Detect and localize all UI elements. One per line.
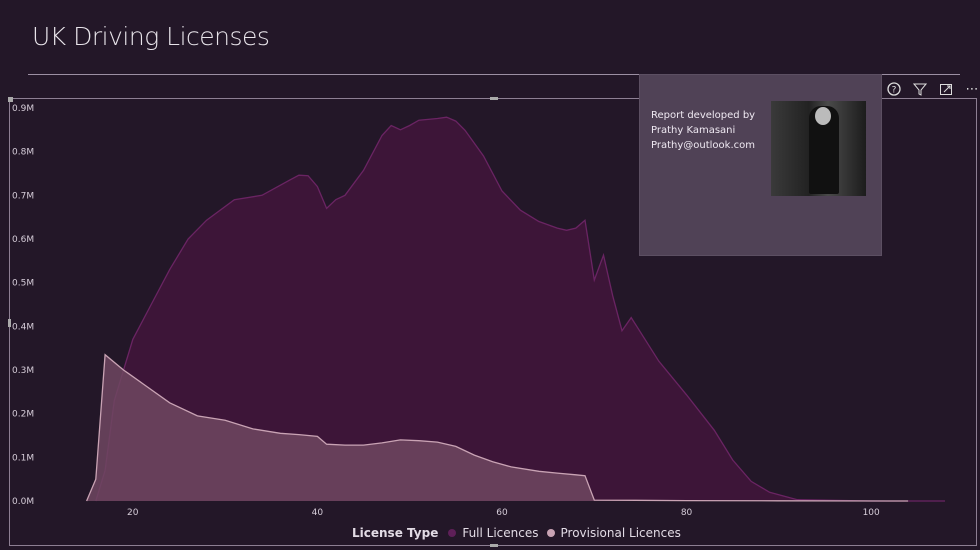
legend: License Type Full Licences Provisional L… — [352, 526, 681, 540]
page-title: UK Driving Licenses — [32, 22, 270, 51]
title-divider — [28, 74, 960, 75]
y-tick-label: 0.3M — [12, 366, 34, 376]
legend-title: License Type — [352, 526, 439, 540]
chart-visual[interactable] — [8, 97, 977, 547]
legend-marker-full — [448, 529, 457, 537]
legend-item-provisional[interactable]: Provisional Licences — [560, 526, 681, 540]
area-full-licences — [95, 117, 946, 501]
y-tick-label: 0.4M — [12, 322, 34, 332]
resize-handle[interactable] — [8, 319, 11, 327]
focus-mode-icon[interactable] — [938, 82, 954, 96]
x-tick-label: 100 — [863, 508, 880, 518]
legend-marker-provisional — [546, 529, 555, 537]
visual-header: ? ⋯ — [886, 81, 980, 97]
more-options-icon[interactable]: ⋯ — [965, 81, 979, 97]
line-provisional-licences — [86, 353, 909, 502]
x-tick-label: 60 — [496, 508, 508, 518]
svg-text:?: ? — [892, 86, 897, 96]
resize-handle[interactable] — [8, 97, 13, 102]
area-provisional-licences — [86, 354, 909, 501]
y-tick-label: 0.2M — [12, 410, 34, 420]
x-tick-label: 40 — [312, 508, 324, 518]
x-tick-label: 20 — [127, 508, 139, 518]
tooltip-email: Prathy@outlook.com — [651, 140, 755, 151]
y-tick-label: 0.6M — [12, 235, 34, 245]
resize-handle[interactable] — [490, 544, 498, 547]
y-tick-label: 0.7M — [12, 191, 34, 201]
legend-item-full[interactable]: Full Licences — [462, 526, 539, 540]
tooltip-text: Report developed by Prathy Kamasani Prat… — [651, 108, 755, 153]
filter-icon[interactable] — [912, 82, 928, 96]
y-tick-label: 0.8M — [12, 148, 34, 158]
help-icon[interactable]: ? — [886, 82, 902, 96]
line-full-licences — [95, 116, 945, 502]
tooltip-author: Prathy Kamasani — [651, 125, 736, 136]
x-tick-label: 80 — [681, 508, 693, 518]
tooltip-line: Report developed by — [651, 110, 756, 121]
y-tick-label: 0.5M — [12, 279, 34, 289]
y-tick-label: 0.1M — [12, 453, 34, 463]
person-face — [815, 107, 831, 125]
tooltip-card: Report developed by Prathy Kamasani Prat… — [639, 74, 882, 256]
y-tick-label: 0.0M — [12, 497, 34, 507]
resize-handle[interactable] — [490, 97, 498, 100]
y-tick-label: 0.9M — [12, 104, 34, 114]
author-photo — [771, 101, 866, 196]
